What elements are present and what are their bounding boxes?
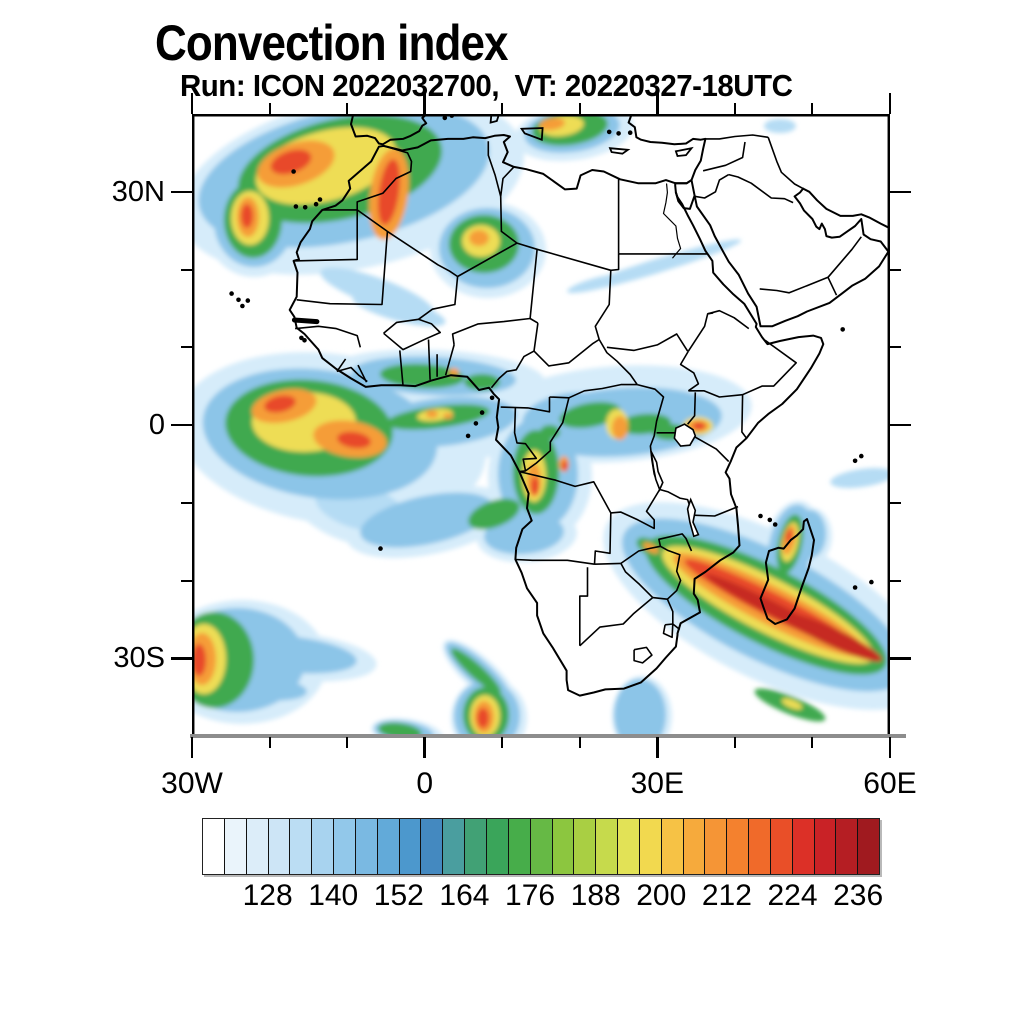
x-axis-major-tick-top	[190, 93, 194, 114]
colorbar-segment	[749, 819, 771, 874]
colorbar-segment	[661, 819, 684, 874]
y-axis-major-tick	[171, 190, 192, 193]
mediterranean-islands	[489, 114, 694, 157]
x-axis-major-tick	[190, 737, 194, 758]
colorbar-segment	[203, 819, 225, 874]
colorbar-tick-label: 200	[636, 879, 687, 912]
y-axis-major-tick	[171, 423, 192, 427]
colorbar-segment	[508, 819, 531, 874]
colorbar-tick-label: 224	[767, 879, 818, 912]
y-axis-major-tick-right	[890, 657, 911, 660]
colorbar-segment	[858, 819, 880, 874]
x-axis-minor-tick-top	[346, 103, 349, 114]
y-axis-tick-label: 30N	[111, 175, 165, 208]
country-borders	[293, 134, 862, 664]
x-axis-major-tick	[888, 737, 892, 758]
colorbar	[202, 818, 880, 875]
x-axis-tick-label: 0	[416, 767, 433, 800]
run-valid-time-subtitle: Run: ICON 2022032700, VT: 20220327-18UTC	[180, 68, 793, 103]
colorbar-segment	[421, 819, 444, 874]
convection-field	[192, 114, 890, 736]
colorbar-tick-label: 128	[242, 879, 293, 912]
colorbar-segment	[355, 819, 378, 874]
x-axis-tick-label: 30E	[630, 767, 685, 800]
y-axis-minor-tick-right	[890, 579, 901, 582]
colorbar-segment	[443, 819, 466, 874]
colorbar-tick-label: 176	[505, 879, 556, 912]
x-axis-minor-tick-top	[268, 103, 271, 114]
x-axis-minor-tick	[346, 737, 349, 748]
x-axis-minor-tick	[811, 737, 814, 748]
x-axis-major-tick-top	[888, 93, 892, 114]
x-axis-major-tick-top	[423, 93, 426, 114]
x-axis-minor-tick	[501, 737, 504, 748]
colorbar-segment	[268, 819, 291, 874]
colorbar-segment	[727, 819, 750, 874]
colorbar-segment	[312, 819, 335, 874]
map-frame	[192, 114, 890, 736]
colorbar-segment	[246, 819, 269, 874]
colorbar-segment	[552, 819, 575, 874]
y-axis-minor-tick-right	[890, 268, 901, 271]
colorbar-segment	[530, 819, 553, 874]
colorbar-segment	[224, 819, 247, 874]
y-axis-major-tick	[171, 657, 192, 660]
colorbar-tick-label: 236	[833, 879, 884, 912]
y-axis-minor-tick	[181, 346, 192, 349]
colorbar-segment	[814, 819, 837, 874]
colorbar-tick-label: 152	[373, 879, 424, 912]
y-axis-minor-tick	[181, 501, 192, 504]
colorbar-segment	[574, 819, 597, 874]
colorbar-segment	[705, 819, 728, 874]
y-axis-tick-label: 30S	[113, 642, 165, 675]
x-axis-minor-tick	[268, 737, 271, 748]
bottom-axis-line	[190, 734, 906, 738]
colorbar-tick-label: 164	[439, 879, 490, 912]
colorbar-segment	[465, 819, 487, 874]
x-axis-major-tick-top	[656, 93, 659, 114]
colorbar-segment	[377, 819, 400, 874]
colorbar-segment	[639, 819, 662, 874]
colorbar-segment	[486, 819, 509, 874]
colorbar-segment	[596, 819, 619, 874]
africa-map	[192, 114, 890, 736]
x-axis-minor-tick-top	[578, 103, 581, 114]
colorbar-segment	[290, 819, 313, 874]
x-axis-minor-tick-top	[811, 103, 814, 114]
y-axis-minor-tick-right	[890, 501, 901, 504]
lakes	[650, 423, 700, 538]
y-axis-major-tick-right	[890, 423, 911, 427]
colorbar-segment	[399, 819, 422, 874]
x-axis-minor-tick	[578, 737, 581, 748]
x-axis-major-tick	[423, 737, 426, 758]
colorbar-segment	[334, 819, 356, 874]
x-axis-tick-label: 30W	[161, 767, 223, 800]
y-axis-minor-tick	[181, 579, 192, 582]
y-axis-minor-tick-right	[890, 346, 901, 349]
y-axis-minor-tick	[181, 268, 192, 271]
coastlines	[288, 114, 890, 697]
page-title: Convection index	[155, 15, 509, 71]
x-axis-minor-tick	[733, 737, 736, 748]
x-axis-tick-label: 60E	[863, 767, 917, 800]
colorbar-tick-label: 188	[570, 879, 621, 912]
x-axis-minor-tick-top	[501, 103, 504, 114]
colorbar-tick-label: 140	[308, 879, 359, 912]
colorbar-segment	[836, 819, 859, 874]
map-panel	[192, 114, 890, 736]
colorbar-segment	[770, 819, 793, 874]
colorbar-segment	[792, 819, 815, 874]
colorbar-segment	[683, 819, 706, 874]
y-axis-tick-label: 0	[148, 409, 165, 441]
x-axis-minor-tick-top	[733, 103, 736, 114]
colorbar-segment	[618, 819, 640, 874]
y-axis-major-tick-right	[890, 190, 911, 193]
x-axis-major-tick	[656, 737, 659, 758]
colorbar-tick-label: 212	[701, 879, 752, 912]
